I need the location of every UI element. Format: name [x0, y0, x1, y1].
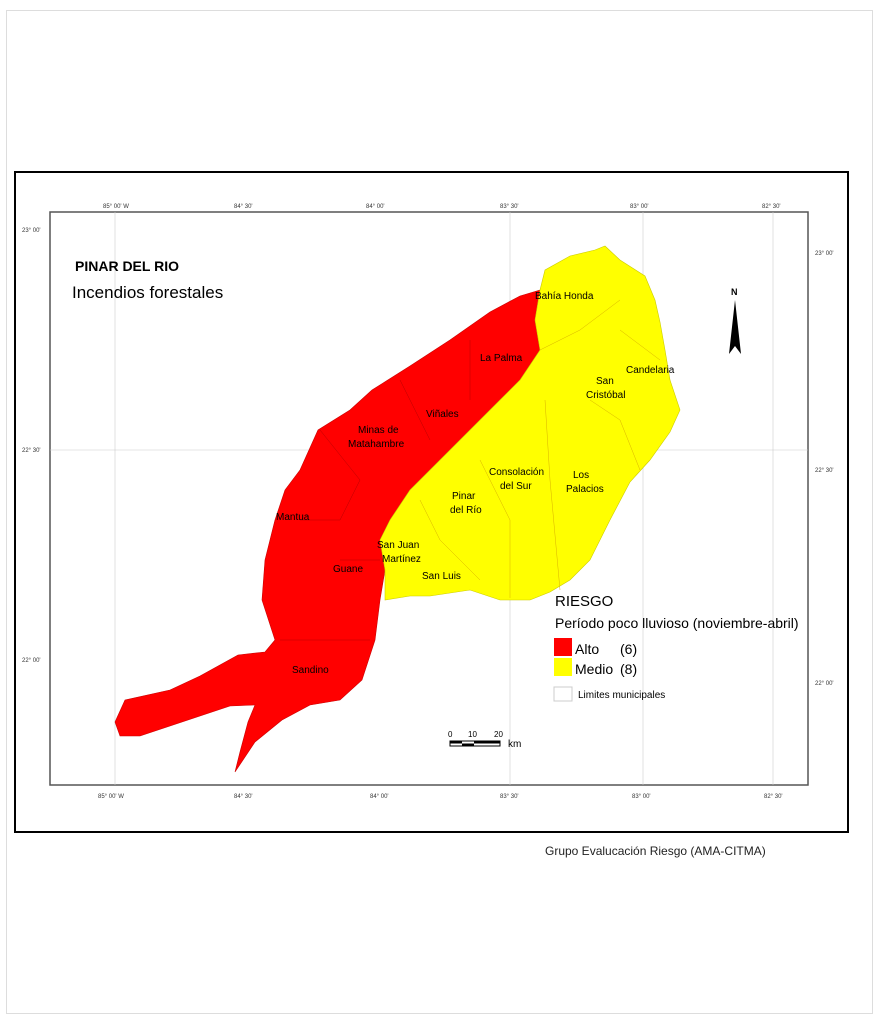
lon-label: 84° 30' — [234, 204, 253, 210]
map-frame — [49, 211, 809, 786]
label-san-luis: San Luis — [422, 571, 461, 582]
lon-label: 82° 30' — [764, 794, 783, 800]
scale-bar: 0 10 20 km — [448, 730, 521, 750]
label-pinar: Pinar — [452, 491, 476, 502]
lat-label: 22° 30' — [22, 448, 41, 454]
scale-tick: 20 — [494, 730, 503, 739]
legend-limits: Limites municipales — [578, 690, 665, 701]
label-mantua: Mantua — [276, 512, 310, 523]
lon-label: 83° 30' — [500, 204, 519, 210]
label-san-cristobal: Cristóbal — [586, 390, 625, 401]
lon-label: 85° 00' W — [103, 204, 129, 210]
legend-period: Período poco lluvioso (noviembre-abril) — [555, 615, 799, 631]
lon-label: 83° 00' — [632, 794, 651, 800]
label-sandino: Sandino — [292, 665, 329, 676]
municipal-boundaries — [400, 299, 661, 598]
credit: Grupo Evalucación Riesgo (AMA-CITMA) — [545, 844, 766, 858]
label-minas: Matahambre — [348, 439, 405, 450]
scale-tick: 10 — [468, 730, 477, 739]
lon-label: 83° 00' — [630, 204, 649, 210]
north-label: N — [731, 287, 738, 297]
label-candelaria: Candelaria — [626, 365, 675, 376]
lat-label: 22° 00' — [22, 658, 41, 664]
lat-label: 23° 00' — [22, 228, 41, 234]
lat-label: 23° 00' — [815, 251, 834, 257]
label-bahia-honda: Bahía Honda — [535, 291, 594, 302]
label-consolacion: del Sur — [500, 481, 532, 492]
label-san-cristobal: San — [596, 376, 614, 387]
legend-medio-count: (8) — [620, 661, 637, 677]
label-minas: Minas de — [358, 425, 399, 436]
label-san-juan: Martínez — [382, 554, 421, 565]
scale-tick: 0 — [448, 730, 453, 739]
label-pinar: del Río — [450, 505, 482, 516]
north-arrow: N — [729, 287, 741, 354]
map-subtitle: Incendios forestales — [72, 283, 223, 302]
label-la-palma: La Palma — [480, 353, 523, 364]
legend-alto: Alto — [575, 641, 599, 657]
legend-swatch-limits — [553, 686, 573, 702]
lat-label: 22° 30' — [815, 468, 834, 474]
legend: RIESGO Período poco lluvioso (noviembre-… — [553, 593, 799, 702]
legend-medio: Medio — [575, 661, 613, 677]
lon-label: 84° 30' — [234, 794, 253, 800]
region-medio — [379, 245, 681, 601]
page-border — [6, 10, 873, 1014]
lat-label: 22° 00' — [815, 681, 834, 687]
lon-label: 82° 30' — [762, 204, 781, 210]
legend-swatch-medio — [554, 658, 572, 676]
north-arrow-icon — [729, 300, 741, 354]
scale-unit: km — [508, 739, 521, 750]
legend-alto-count: (6) — [620, 641, 637, 657]
label-consolacion: Consolación — [489, 467, 544, 478]
lon-label: 84° 00' — [370, 794, 389, 800]
label-los-palacios: Los — [573, 470, 589, 481]
label-los-palacios: Palacios — [566, 484, 604, 495]
lon-label: 83° 30' — [500, 794, 519, 800]
label-guane: Guane — [333, 564, 363, 575]
lon-label: 85° 00' W — [98, 794, 124, 800]
legend-swatch-alto — [554, 638, 572, 656]
map-title: PINAR DEL RIO — [75, 258, 179, 274]
label-san-juan: San Juan — [377, 540, 419, 551]
label-vinales: Viñales — [426, 409, 459, 420]
outer-frame — [14, 171, 849, 833]
lon-label: 84° 00' — [366, 204, 385, 210]
legend-title: RIESGO — [555, 593, 613, 610]
